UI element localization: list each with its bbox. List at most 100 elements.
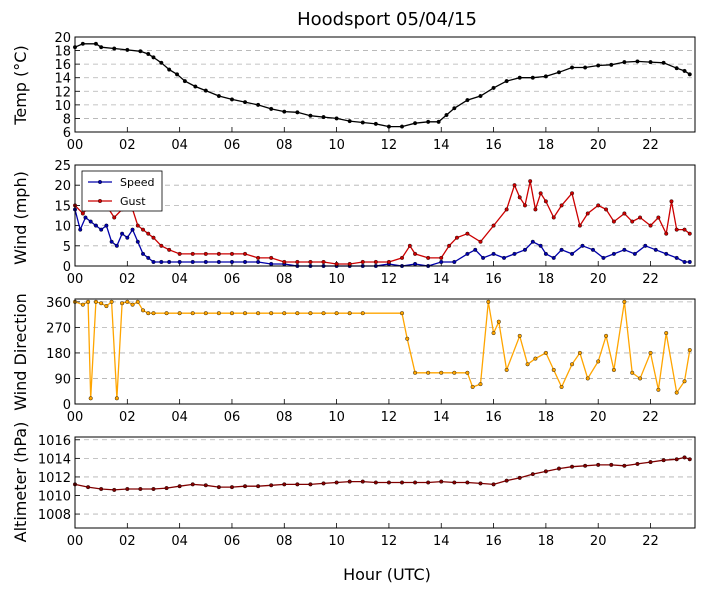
data-point <box>400 255 405 260</box>
x-tick-label: 12 <box>381 138 398 153</box>
data-point <box>682 455 687 460</box>
data-point <box>159 259 164 264</box>
data-point <box>661 458 666 463</box>
data-point <box>109 239 114 244</box>
y-tick-label: 1016 <box>38 434 71 449</box>
data-point <box>386 124 391 129</box>
data-point <box>321 115 326 120</box>
data-point <box>583 463 588 468</box>
x-tick-label: 22 <box>642 272 659 287</box>
data-point <box>112 46 117 51</box>
data-point <box>413 370 418 375</box>
data-point <box>151 55 156 60</box>
data-point <box>611 367 616 372</box>
data-point <box>452 480 457 485</box>
data-point <box>452 370 457 375</box>
data-point <box>669 199 674 204</box>
y-axis-label: Altimeter (hPa) <box>11 422 30 543</box>
data-point <box>559 203 564 208</box>
data-point <box>413 480 418 485</box>
data-point <box>167 247 172 252</box>
data-point <box>308 259 313 264</box>
data-point <box>559 384 564 389</box>
y-tick-label: 10 <box>54 99 71 114</box>
data-point <box>551 367 556 372</box>
data-point <box>80 302 85 307</box>
data-point <box>360 311 365 316</box>
data-point <box>269 255 274 260</box>
data-point <box>190 482 195 487</box>
y-tick-label: 270 <box>46 321 71 336</box>
data-point <box>407 243 412 248</box>
y-tick-label: 12 <box>54 85 71 100</box>
y-tick-label: 1010 <box>38 490 71 505</box>
data-point <box>664 251 669 256</box>
data-point <box>400 311 405 316</box>
data-point <box>373 121 378 126</box>
y-tick-label: 10 <box>54 220 71 235</box>
data-point <box>439 259 444 264</box>
data-point <box>687 231 692 236</box>
data-point <box>528 179 533 184</box>
data-point <box>687 259 692 264</box>
x-tick-label: 10 <box>328 138 345 153</box>
data-point <box>141 251 146 256</box>
data-point <box>622 60 627 65</box>
data-point <box>360 120 365 125</box>
data-point <box>682 227 687 232</box>
data-point <box>643 243 648 248</box>
data-point <box>465 98 470 103</box>
data-point <box>570 251 575 256</box>
y-tick-label: 1008 <box>38 508 71 523</box>
data-point <box>543 74 548 79</box>
data-point <box>282 482 287 487</box>
data-point <box>125 235 130 240</box>
data-point <box>543 199 548 204</box>
data-point <box>347 119 352 124</box>
data-point <box>190 259 195 264</box>
data-point <box>478 382 483 387</box>
data-point <box>585 376 590 381</box>
x-tick-label: 12 <box>381 410 398 425</box>
legend-box <box>81 170 163 212</box>
data-point <box>517 75 522 80</box>
data-point <box>556 466 561 471</box>
data-point <box>269 106 274 111</box>
data-point <box>525 362 530 367</box>
data-point <box>99 45 104 50</box>
x-tick-label: 10 <box>328 410 345 425</box>
x-tick-label: 04 <box>171 272 188 287</box>
data-point <box>504 367 509 372</box>
data-point <box>120 231 125 236</box>
y-tick-label: 6 <box>63 126 71 141</box>
x-tick-label: 16 <box>485 410 502 425</box>
data-point <box>321 481 326 486</box>
data-point <box>596 63 601 68</box>
data-point <box>478 239 483 244</box>
data-point <box>596 203 601 208</box>
data-point <box>604 333 609 338</box>
data-point <box>347 261 352 266</box>
data-point <box>282 109 287 114</box>
series-wind-0 <box>72 207 692 269</box>
y-tick-label: 1014 <box>38 452 71 467</box>
data-point <box>177 259 182 264</box>
data-point <box>269 311 274 316</box>
data-point <box>656 215 661 220</box>
panel-frame <box>74 164 696 267</box>
data-point <box>622 247 627 252</box>
data-point <box>386 480 391 485</box>
data-point <box>551 215 556 220</box>
data-point <box>577 350 582 355</box>
data-point <box>177 251 182 256</box>
legend: Speed Gust <box>81 170 163 212</box>
data-point <box>570 65 575 70</box>
data-point <box>674 390 679 395</box>
x-tick-label: 16 <box>485 272 502 287</box>
x-tick-label: 20 <box>590 410 607 425</box>
data-point <box>334 261 339 266</box>
y-tick-label: 0 <box>63 260 71 275</box>
data-point <box>104 304 109 309</box>
data-point <box>308 482 313 487</box>
